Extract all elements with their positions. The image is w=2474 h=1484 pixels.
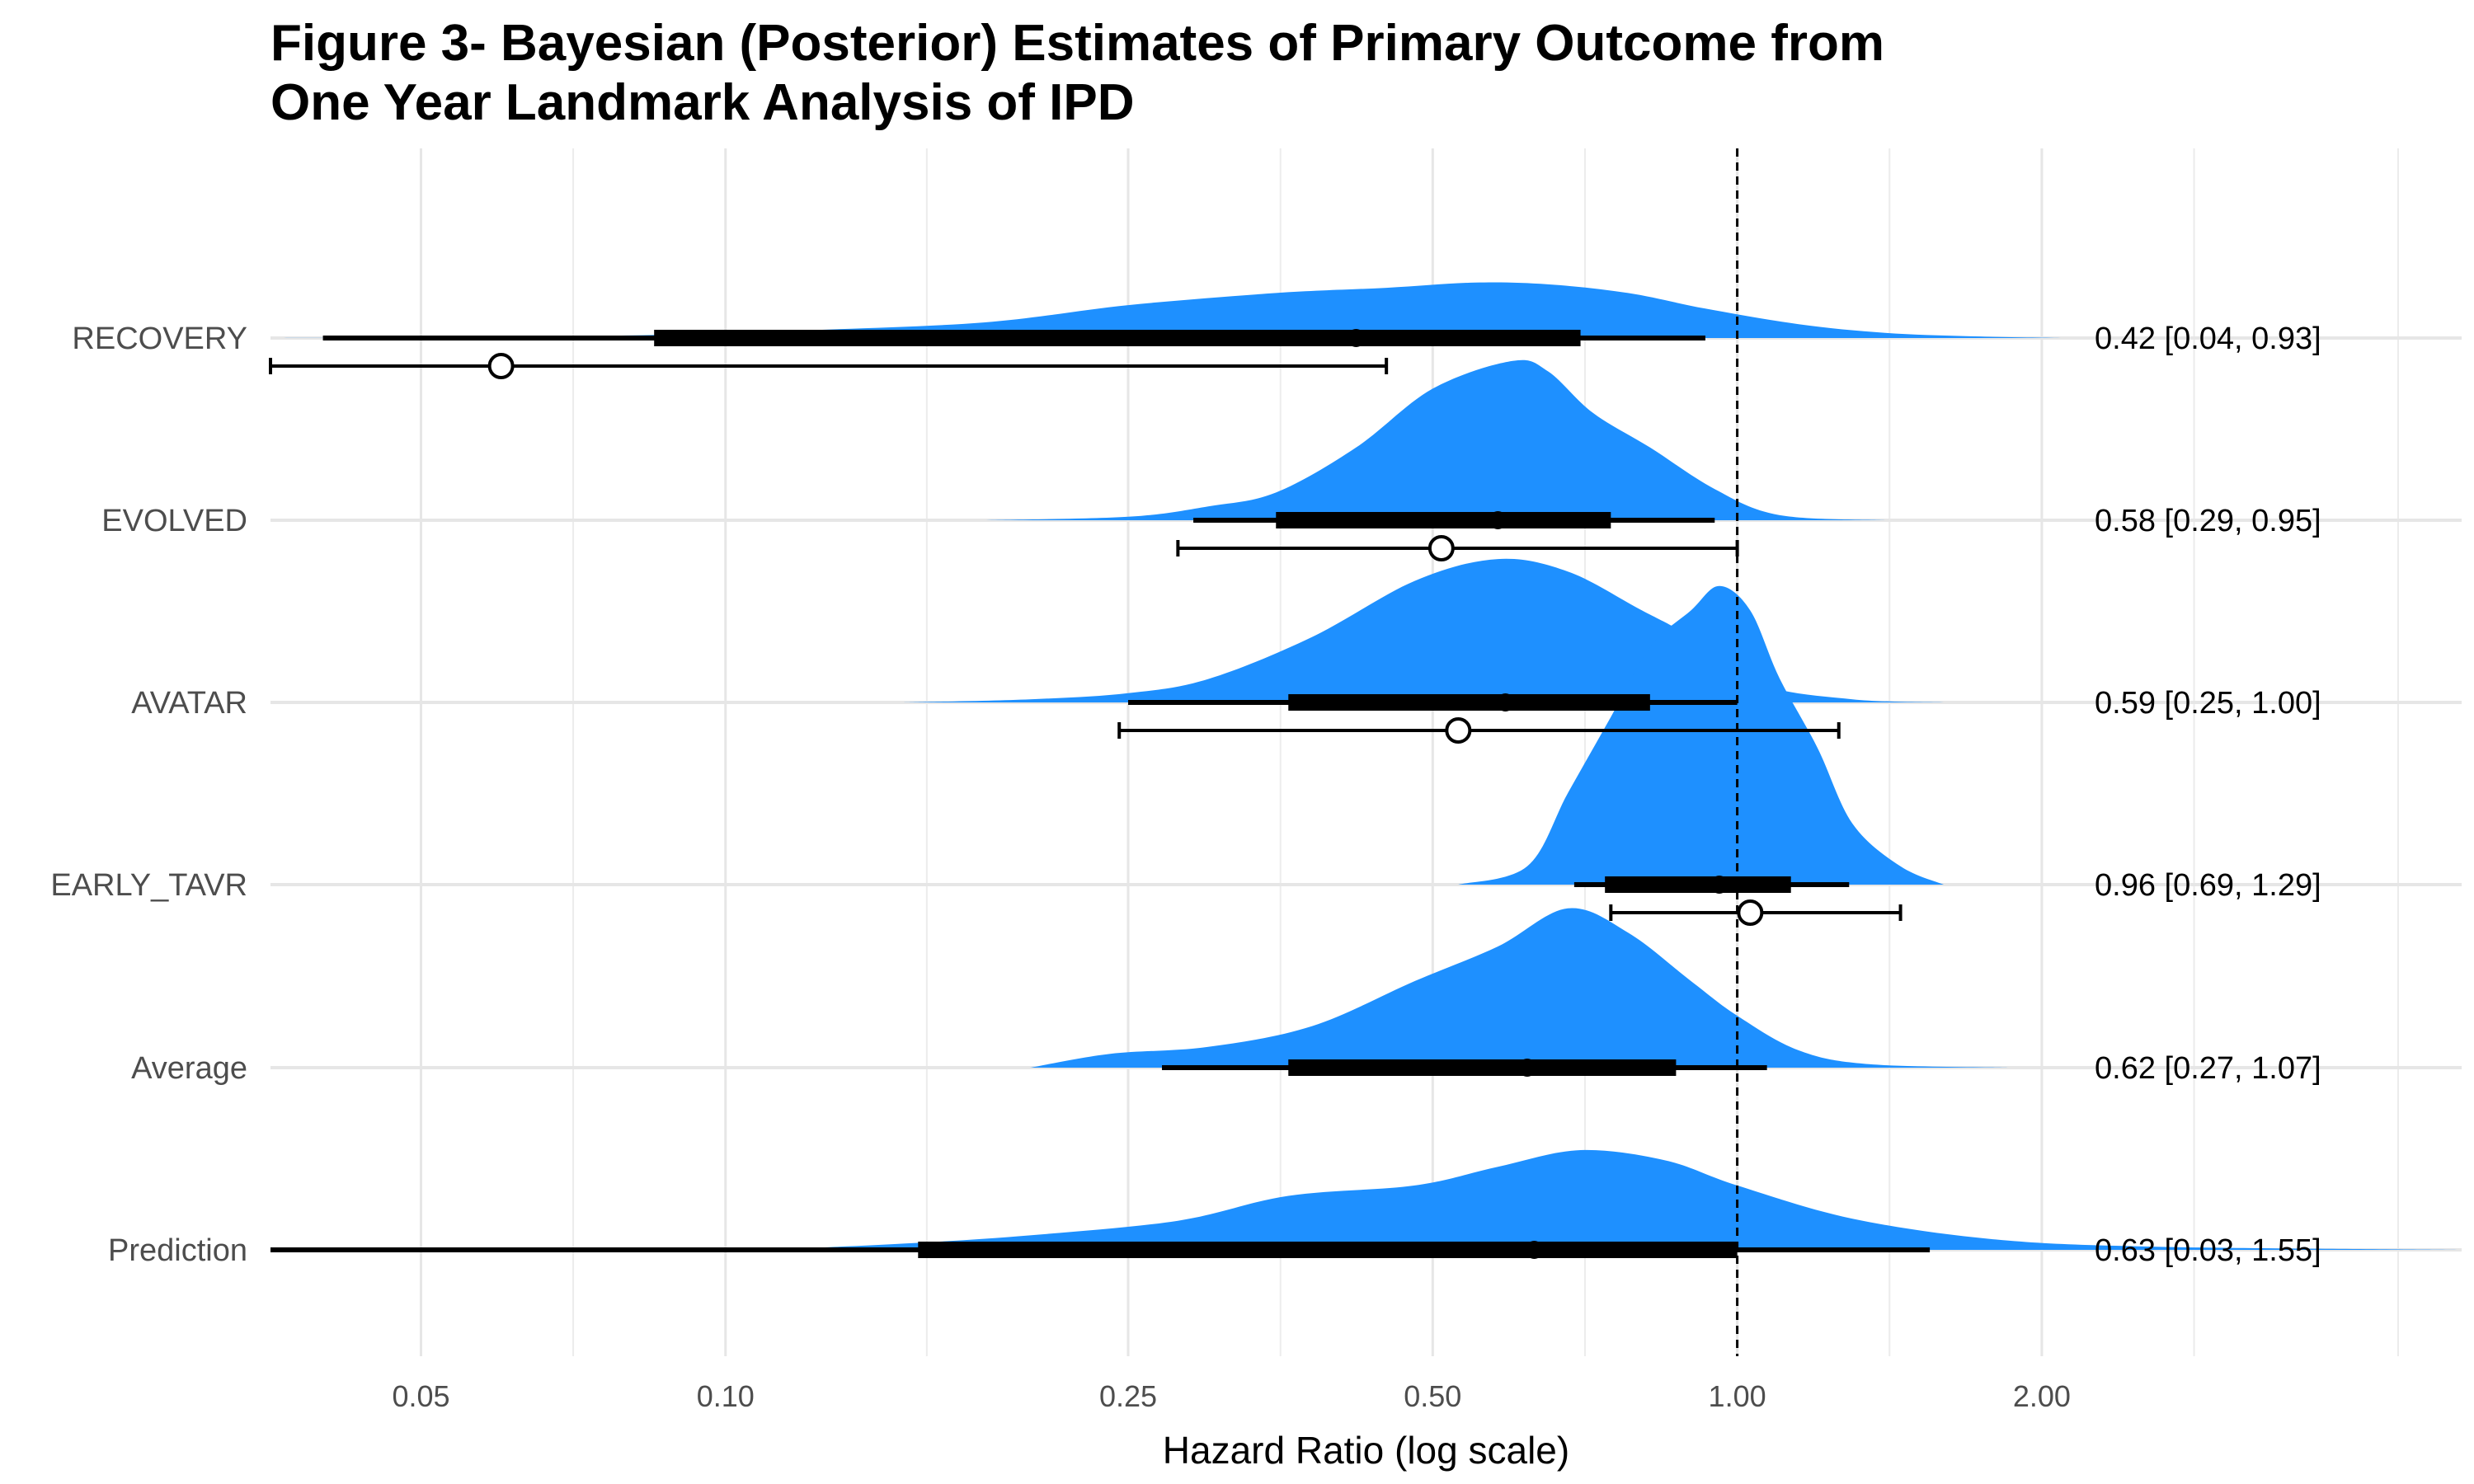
row-label-recovery: RECOVERY [72, 322, 247, 356]
posterior-density-recovery [270, 282, 2063, 338]
row-annotation: 0.96 [0.69, 1.29] [2095, 868, 2321, 903]
chart-title-line-2: One Year Landmark Analysis of IPD [270, 74, 1135, 131]
row-annotation: 0.63 [0.03, 1.55] [2095, 1233, 2321, 1268]
row-label-evolved: EVOLVED [101, 504, 247, 538]
observed-estimate-point [1427, 535, 1455, 561]
row-annotation: 0.62 [0.27, 1.07] [2095, 1051, 2321, 1086]
posterior-density-average [1030, 908, 2008, 1068]
posterior-density-evolved [984, 359, 1885, 520]
posterior-median-point [1496, 693, 1515, 711]
posterior-median-point [1489, 511, 1507, 529]
x-tick-label: 0.10 [697, 1379, 755, 1413]
x-tick-label: 0.05 [392, 1379, 449, 1413]
x-axis-label: Hazard Ratio (log scale) [1163, 1429, 1569, 1472]
x-tick-label: 1.00 [1709, 1379, 1766, 1413]
posterior-median-point [1710, 876, 1729, 894]
posterior-median-point [1517, 1059, 1536, 1077]
row-label-prediction: Prediction [108, 1233, 247, 1268]
row-label-early_tavr: EARLY_TAVR [50, 868, 247, 903]
posterior-median-point [1347, 329, 1366, 347]
row-annotation: 0.58 [0.29, 0.95] [2095, 504, 2321, 538]
row-label-avatar: AVATAR [131, 686, 247, 721]
row-label-average: Average [131, 1051, 247, 1086]
x-tick-label: 0.25 [1099, 1379, 1157, 1413]
observed-estimate-point [1445, 717, 1472, 744]
row-annotation: 0.59 [0.25, 1.00] [2095, 686, 2321, 721]
observed-estimate-point [1737, 899, 1764, 926]
posterior-density-early_tavr [1458, 585, 1944, 885]
posterior-median-point [1525, 1241, 1544, 1259]
x-tick-label: 2.00 [2013, 1379, 2071, 1413]
observed-estimate-point [487, 353, 515, 379]
chart-title-line-1: Figure 3- Bayesian (Posterior) Estimates… [270, 15, 1884, 72]
row-annotation: 0.42 [0.04, 0.93] [2095, 322, 2321, 356]
posterior-density-avatar [903, 558, 1944, 702]
posterior-density-prediction [767, 1149, 2462, 1250]
x-tick-label: 0.50 [1404, 1379, 1461, 1413]
